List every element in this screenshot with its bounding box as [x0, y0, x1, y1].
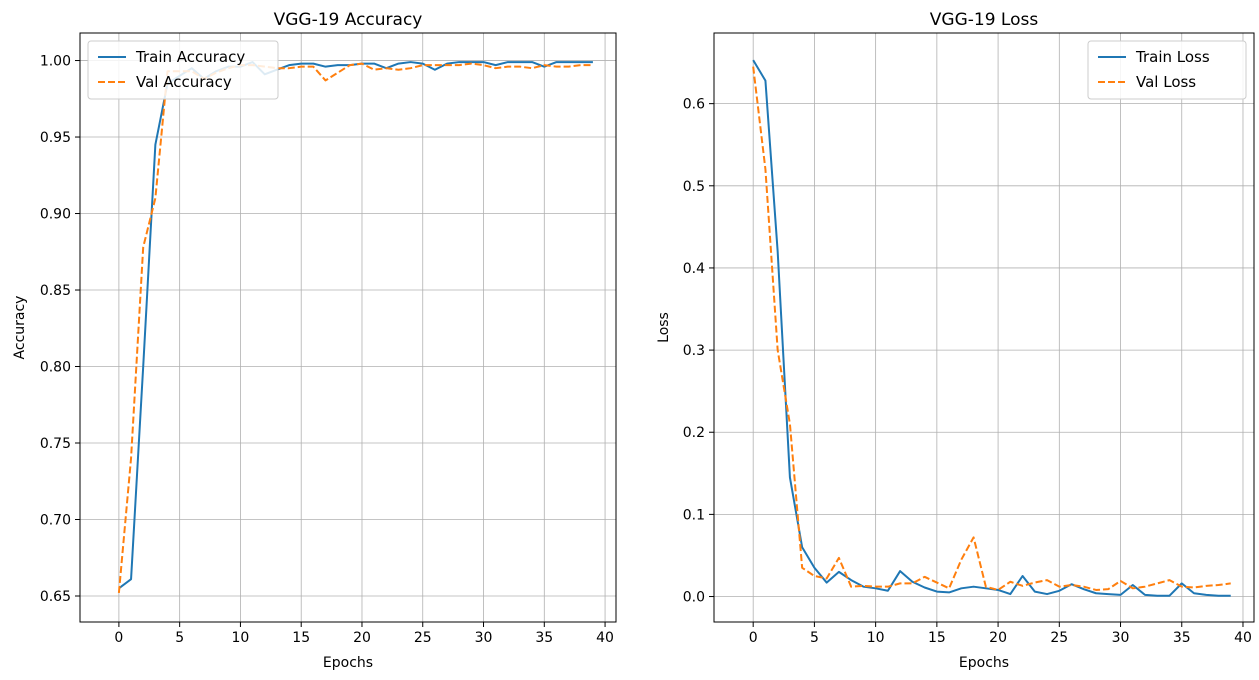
chart-1-x-tick-label: 10 — [867, 630, 885, 646]
chart-1-legend-label: Train Loss — [1135, 48, 1210, 66]
chart-0-x-tick-label: 10 — [232, 630, 250, 646]
chart-0-x-tick-label: 25 — [414, 630, 432, 646]
chart-0-x-tick-label: 35 — [535, 630, 553, 646]
chart-1-x-tick-label: 0 — [749, 630, 758, 646]
chart-1-legend: Train Loss Val Loss — [1087, 40, 1247, 100]
chart-0-legend-label: Val Accuracy — [136, 73, 232, 91]
chart-1: 0 5 10 15 20 25 30 35 40 0.0 0.1 0.2 0.3 0.4 0.5 0.6 VGG… — [656, 10, 1255, 671]
chart-1-y-axis-label: Loss — [656, 312, 672, 343]
chart-1-x-tick-label: 15 — [928, 630, 946, 646]
chart-0-x-axis-label: Epochs — [323, 655, 373, 671]
chart-0-legend-box — [87, 40, 279, 100]
chart-1-y-tick-label: 0.2 — [683, 425, 705, 441]
chart-0-y-tick-label: 0.85 — [40, 283, 71, 299]
chart-1-x-tick-label: 35 — [1173, 630, 1191, 646]
chart-0-axes-frame — [79, 32, 617, 623]
chart-0-legend: Train Accuracy Val Accuracy — [87, 40, 279, 100]
chart-1-x-tick-label: 30 — [1112, 630, 1130, 646]
chart-1-title: VGG-19 Loss — [930, 10, 1039, 30]
chart-0-y-tick-label: 0.90 — [40, 207, 71, 223]
chart-1-y-tick-label: 0.1 — [683, 507, 705, 523]
chart-0-x-tick-label: 15 — [292, 630, 310, 646]
chart-0-x-tick-label: 30 — [475, 630, 493, 646]
chart-0-y-tick-label: 1.00 — [40, 54, 71, 70]
chart-0-legend-label: Train Accuracy — [135, 48, 245, 66]
chart-0-y-tick-label: 0.75 — [40, 436, 71, 452]
chart-1-legend-box — [1087, 40, 1247, 100]
chart-0: 0 5 10 15 20 25 30 35 40 0.65 0.70 0.75 0.80 0.85 0.90… — [12, 10, 617, 671]
chart-0-x-tick-label: 5 — [175, 630, 184, 646]
chart-1-series-val-loss — [752, 66, 1231, 591]
chart-0-title: VGG-19 Accuracy — [274, 10, 423, 30]
chart-0-y-tick-label: 0.70 — [40, 512, 71, 528]
chart-1-x-tick-label: 5 — [810, 630, 819, 646]
chart-1-y-tick-label: 0.4 — [683, 261, 705, 277]
chart-1-legend-label: Val Loss — [1136, 73, 1196, 91]
chart-1-y-tick-label: 0.0 — [683, 590, 705, 606]
chart-0-x-tick-label: 20 — [353, 630, 371, 646]
chart-1-y-tick-label: 0.6 — [683, 97, 705, 113]
chart-0-y-tick-label: 0.65 — [40, 589, 71, 605]
chart-1-y-tick-label: 0.5 — [683, 179, 705, 195]
chart-0-y-tick-label: 0.95 — [40, 130, 71, 146]
chart-0-series-val-accuracy — [117, 62, 593, 594]
chart-0-x-tick-label: 0 — [114, 630, 123, 646]
chart-0-series-train-accuracy — [118, 61, 593, 590]
chart-1-x-tick-label: 40 — [1234, 630, 1252, 646]
chart-0-x-tick-label: 40 — [596, 630, 614, 646]
chart-1-x-tick-label: 20 — [989, 630, 1007, 646]
chart-1-x-axis-label: Epochs — [959, 655, 1009, 671]
chart-1-series-train-loss — [752, 59, 1231, 597]
chart-0-y-tick-label: 0.80 — [40, 360, 71, 376]
chart-1-x-tick-label: 25 — [1050, 630, 1068, 646]
chart-1-axes-frame — [713, 32, 1255, 623]
chart-0-y-axis-label: Accuracy — [12, 296, 28, 360]
chart-1-y-tick-label: 0.3 — [683, 343, 705, 359]
